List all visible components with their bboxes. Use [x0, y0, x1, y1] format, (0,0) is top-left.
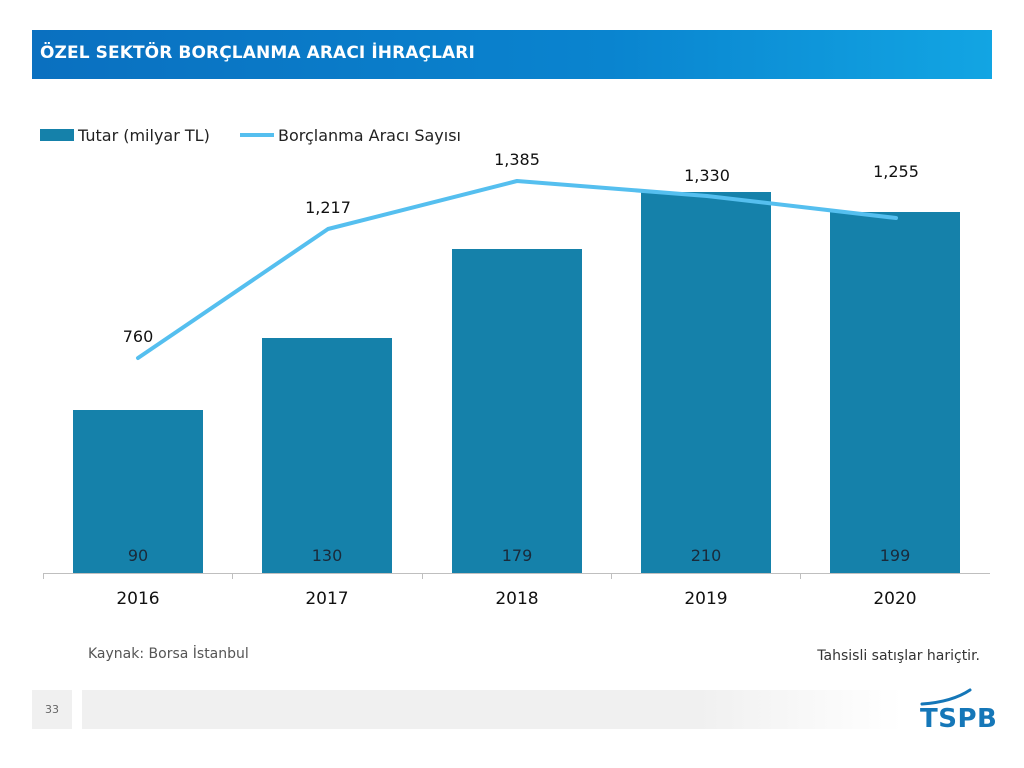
slide-title: ÖZEL SEKTÖR BORÇLANMA ARACI İHRAÇLARI [40, 43, 475, 63]
bar-label-2016: 90 [128, 546, 148, 565]
page-number-box: 33 [32, 690, 72, 729]
source-note: Kaynak: Borsa İstanbul [88, 646, 249, 662]
bar-2017 [262, 338, 392, 573]
bar-label-2020: 199 [880, 546, 911, 565]
line-series [136, 179, 898, 360]
x-label-2020: 2020 [873, 589, 916, 609]
footnote: Tahsisli satışlar hariçtir. [817, 648, 980, 664]
legend: Tutar (milyar TL) Borçlanma Aracı Sayısı [40, 126, 461, 145]
line-label-2018: 1,385 [494, 150, 540, 169]
bar-label-2019: 210 [691, 546, 722, 565]
x-label-2017: 2017 [305, 589, 348, 609]
bar-label-2017: 130 [312, 546, 343, 565]
bar-label-2018: 179 [502, 546, 533, 565]
tspb-logo: TSPB [918, 688, 997, 736]
bar-2019 [641, 192, 771, 573]
logo-swoosh-icon [920, 688, 972, 706]
bar-labels: 90 130 179 210 199 [128, 546, 910, 565]
line-label-2020: 1,255 [873, 162, 919, 181]
line-label-2016: 760 [123, 327, 154, 346]
legend-swatch-bar [40, 129, 74, 141]
logo-text: TSPB [920, 704, 998, 734]
x-label-2016: 2016 [116, 589, 159, 609]
legend-label-line: Borçlanma Aracı Sayısı [278, 126, 461, 145]
bar-series [73, 192, 960, 573]
bar-2018 [452, 249, 582, 573]
page-number: 33 [45, 703, 59, 716]
footer-bar [82, 690, 902, 729]
line-label-2017: 1,217 [305, 198, 351, 217]
x-label-2019: 2019 [684, 589, 727, 609]
x-axis-labels: 2016 2017 2018 2019 2020 [116, 589, 916, 609]
title-bar: ÖZEL SEKTÖR BORÇLANMA ARACI İHRAÇLARI [32, 30, 992, 79]
bar-2016 [73, 410, 203, 573]
x-label-2018: 2018 [495, 589, 538, 609]
bar-2020 [830, 212, 960, 573]
legend-label-bar: Tutar (milyar TL) [77, 126, 210, 145]
line-label-2019: 1,330 [684, 166, 730, 185]
line-labels: 760 1,217 1,385 1,330 1,255 [123, 150, 919, 346]
x-axis [43, 573, 990, 579]
